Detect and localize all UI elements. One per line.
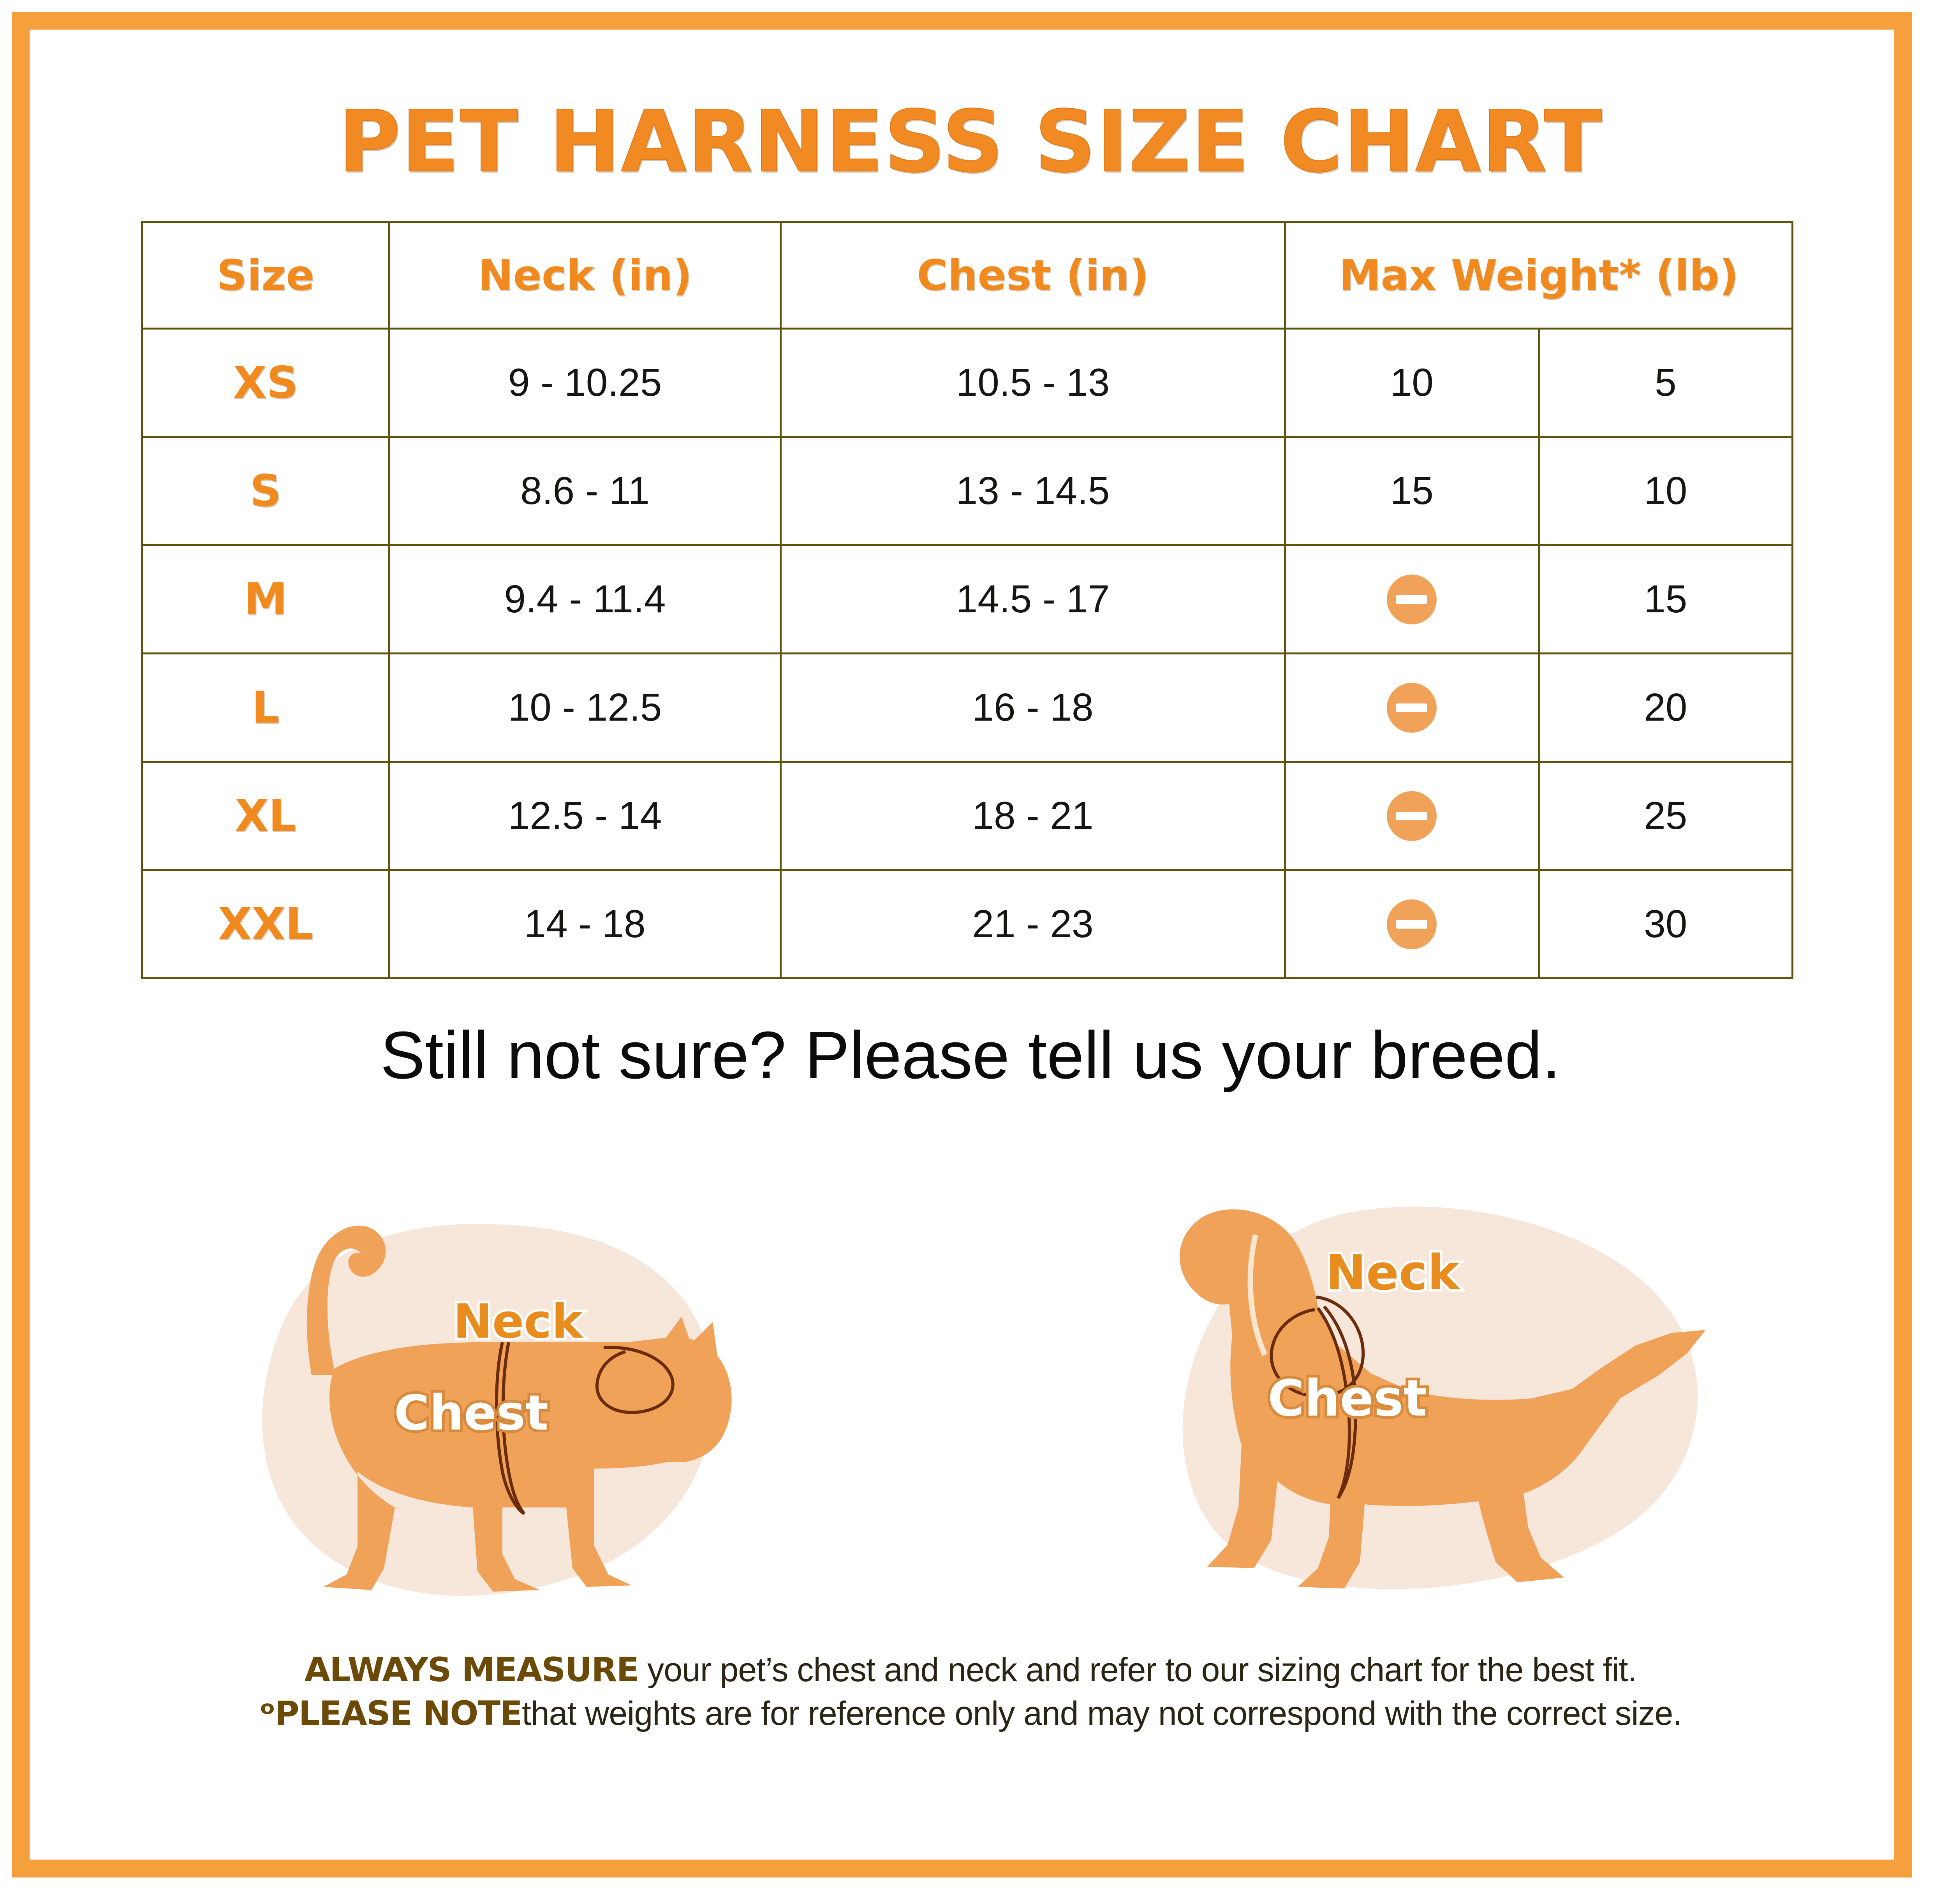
table-row: S 8.6 - 11 13 - 14.5 15 10 (141, 436, 1793, 546)
cell-chest: 18 - 21 (780, 761, 1286, 871)
dog-ear-line (1247, 1234, 1268, 1356)
cell-max-weight-b: 15 (1538, 544, 1793, 654)
dog-neck-label: Neck (1326, 1245, 1460, 1301)
cell-max-weight-b: 30 (1538, 869, 1793, 979)
cell-max-weight-b: 25 (1538, 761, 1793, 871)
cell-max-weight-a: 10 (1284, 328, 1540, 438)
cat-neck-label: Neck (453, 1295, 584, 1349)
footer-line-note: ᵒPLEASE NOTEthat weights are for referen… (0, 1692, 1941, 1736)
cell-size: L (141, 652, 390, 763)
size-table-wrapper: Size Neck (in) Chest (in) Max Weight* (l… (141, 221, 1793, 979)
footer-line-measure: ALWAYS MEASURE your pet’s chest and neck… (0, 1648, 1941, 1692)
cat-measurement-illustration: Neck Chest (167, 1141, 791, 1628)
table-header-row: Size Neck (in) Chest (in) Max Weight* (l… (141, 221, 1793, 330)
table-row: XS 9 - 10.25 10.5 - 13 10 5 (141, 328, 1793, 438)
page-title: PET HARNESS SIZE CHART (338, 92, 1603, 192)
cell-max-weight-a (1284, 652, 1540, 763)
cell-chest: 16 - 18 (780, 652, 1286, 763)
column-header-max-weight: Max Weight* (lb) (1284, 221, 1793, 330)
cell-max-weight-b: 10 (1538, 436, 1793, 546)
cell-size: XXL (141, 869, 390, 979)
cat-silhouette (306, 1225, 732, 1592)
cat-illustration-svg: Neck Chest (262, 1224, 732, 1596)
cell-max-weight-a (1284, 544, 1540, 654)
dog-silhouette (1180, 1209, 1706, 1588)
cell-max-weight-b: 5 (1538, 328, 1793, 438)
table-body: XS 9 - 10.25 10.5 - 13 10 5 S 8.6 - 11 1… (141, 328, 1793, 979)
dog-illustration-svg: Neck Chest (1180, 1206, 1706, 1589)
cell-neck: 12.5 - 14 (388, 761, 782, 871)
table-row: XXL 14 - 18 21 - 23 30 (141, 869, 1793, 979)
cell-neck: 14 - 18 (388, 869, 782, 979)
cell-neck: 9 - 10.25 (388, 328, 782, 438)
size-table: Size Neck (in) Chest (in) Max Weight* (l… (141, 221, 1793, 979)
minus-circle-icon (1387, 682, 1437, 733)
cell-size: S (141, 436, 390, 546)
cat-chest-label: Chest (394, 1385, 548, 1441)
minus-circle-icon (1387, 791, 1437, 841)
cell-size: M (141, 544, 390, 654)
cell-max-weight-a (1284, 761, 1540, 871)
dog-chest-label: Chest (1268, 1370, 1427, 1428)
footer-always-measure-strong: ALWAYS MEASURE (304, 1650, 639, 1689)
footer-notes: ALWAYS MEASURE your pet’s chest and neck… (0, 1648, 1941, 1736)
table-head: Size Neck (in) Chest (in) Max Weight* (l… (141, 221, 1793, 330)
footer-please-note-strong: ᵒPLEASE NOTE (259, 1694, 523, 1733)
cell-chest: 10.5 - 13 (780, 328, 1286, 438)
cell-chest: 14.5 - 17 (780, 544, 1286, 654)
column-header-size: Size (141, 221, 390, 330)
table-row: L 10 - 12.5 16 - 18 20 (141, 652, 1793, 763)
dog-measurement-illustration: Neck Chest (1075, 1141, 1776, 1628)
cat-chest-measure-line (495, 1342, 526, 1515)
cell-max-weight-a: 15 (1284, 436, 1540, 546)
cell-neck: 9.4 - 11.4 (388, 544, 782, 654)
dog-neck-measure-line (1270, 1296, 1365, 1398)
cell-neck: 10 - 12.5 (388, 652, 782, 763)
table-row: M 9.4 - 11.4 14.5 - 17 15 (141, 544, 1793, 654)
footer-always-measure-rest: your pet’s chest and neck and refer to o… (638, 1651, 1637, 1689)
dog-chest-measure-line (1316, 1305, 1358, 1499)
footer-please-note-rest: that weights are for reference only and … (521, 1694, 1682, 1732)
minus-circle-icon (1387, 574, 1437, 624)
table-row: XL 12.5 - 14 18 - 21 25 (141, 761, 1793, 871)
cell-max-weight-a (1284, 869, 1540, 979)
breed-prompt-text: Still not sure? Please tell us your bree… (380, 1018, 1561, 1093)
cell-chest: 21 - 23 (780, 869, 1286, 979)
cell-size: XS (141, 328, 390, 438)
cat-neck-measure-line (595, 1346, 675, 1414)
column-header-chest: Chest (in) (780, 221, 1286, 330)
minus-circle-icon (1387, 899, 1437, 949)
column-header-neck: Neck (in) (388, 221, 782, 330)
cell-max-weight-b: 20 (1538, 652, 1793, 763)
cell-chest: 13 - 14.5 (780, 436, 1286, 546)
cell-size: XL (141, 761, 390, 871)
cell-neck: 8.6 - 11 (388, 436, 782, 546)
